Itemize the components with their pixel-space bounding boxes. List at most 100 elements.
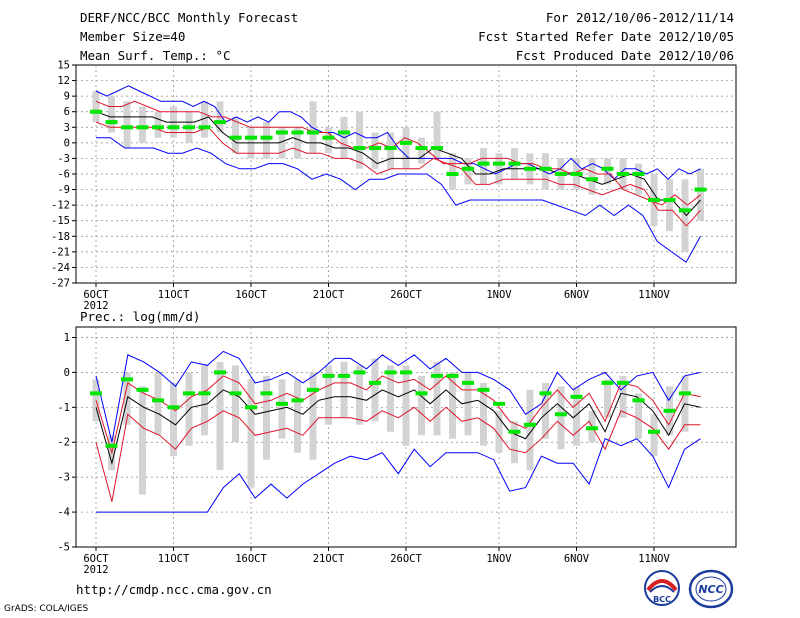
ensemble-box [650,414,658,457]
ensemble-box [92,90,100,123]
median-marker [555,172,567,176]
x-tick-label: 11OCT [158,289,190,301]
median-marker [307,387,319,392]
series-min-line [96,137,701,263]
y-tick-label: -3 [57,472,70,484]
x-tick-label: 6NOV [564,289,590,301]
median-marker [462,166,474,171]
x-tick-label: 26OCT [390,553,422,565]
x-tick-label: 6OCT [83,289,109,301]
ensemble-box [356,111,363,169]
ensemble-box [154,372,162,436]
median-marker [539,391,552,396]
median-marker [493,161,505,166]
median-marker [121,125,133,130]
ensemble-box [542,153,549,190]
ensemble-box [139,106,146,143]
ensemble-box [402,365,410,446]
ensemble-box [588,158,596,195]
x-tick-label: 6OCT [83,553,109,565]
forecast-period: For 2012/10/06-2012/11/14 [545,10,734,25]
ensemble-box [201,365,208,436]
y-tick-label: -24 [51,262,70,274]
ensemble-box [294,379,301,453]
x-tick-label: 11OCT [158,553,190,565]
series-upper-line [95,375,701,455]
x-tick-label: 11NOV [638,553,670,565]
median-marker [353,146,366,151]
median-marker [508,161,521,166]
year-label: 2012 [83,564,108,576]
median-marker [617,172,629,176]
y-tick-label: -21 [51,246,70,258]
y-tick-label: 9 [64,91,70,103]
year-label: 2012 [83,300,108,312]
ensemble-box [340,361,348,418]
median-marker [105,120,118,125]
y-tick-label: -6 [57,169,70,181]
ensemble-box [480,382,487,446]
ensemble-box [185,372,193,446]
y-tick-label: -18 [51,231,70,243]
median-marker [152,398,164,403]
median-marker [167,405,180,410]
x-tick-label: 1NOV [486,553,512,565]
ensemble-box [418,375,425,436]
ensemble-box [495,153,503,185]
median-marker [632,172,645,176]
source-url[interactable]: http://cmdp.ncc.cma.gov.cn [76,582,272,597]
median-marker [400,370,412,375]
ensemble-box [433,111,441,159]
bcc-logo: BCC [644,570,680,606]
median-marker [477,161,490,166]
ensemble-box [402,127,410,169]
ensemble-box [666,179,673,232]
median-marker [570,394,583,399]
median-marker [245,135,257,140]
median-marker [400,140,412,145]
x-tick-label: 21OCT [313,553,345,565]
median-marker [648,197,660,202]
median-marker [260,391,273,396]
precip-panel-title: Prec.: log(mm/d) [80,309,200,324]
median-marker [198,391,211,396]
median-marker [369,380,381,385]
median-marker [524,166,536,171]
median-marker [338,373,350,378]
ensemble-box [387,132,394,169]
median-marker [446,172,459,176]
ensemble-box [557,386,565,450]
median-marker [291,398,304,403]
ensemble-box [232,365,239,443]
median-marker [601,380,614,385]
ensemble-box [573,386,580,446]
grads-credit: GrADS: COLA/IGES [4,604,89,614]
median-marker [260,135,273,140]
median-marker [214,120,226,125]
ensemble-box [697,168,704,221]
ensemble-box [495,410,503,453]
median-marker [183,391,195,396]
median-marker [136,387,149,392]
median-marker [369,146,381,151]
median-marker [462,380,474,385]
median-marker [136,125,149,130]
median-marker [322,135,335,140]
ensemble-box [294,127,301,159]
ensemble-box [480,148,487,185]
y-tick-label: -5 [57,542,70,554]
median-marker [353,370,366,375]
y-tick-label: 15 [57,60,70,72]
median-marker [322,373,335,378]
ensemble-box [201,101,208,138]
median-marker [338,130,350,135]
median-marker [415,391,428,396]
y-tick-label: 0 [64,367,70,379]
chart-title: DERF/NCC/BCC Monthly Forecast [80,10,299,25]
variable-label: Mean Surf. Temp.: °C [80,48,231,63]
ensemble-box [464,372,472,436]
ensemble-box [619,375,627,418]
ensemble-box [170,382,177,457]
median-marker [431,146,443,151]
y-tick-label: 3 [64,122,70,134]
